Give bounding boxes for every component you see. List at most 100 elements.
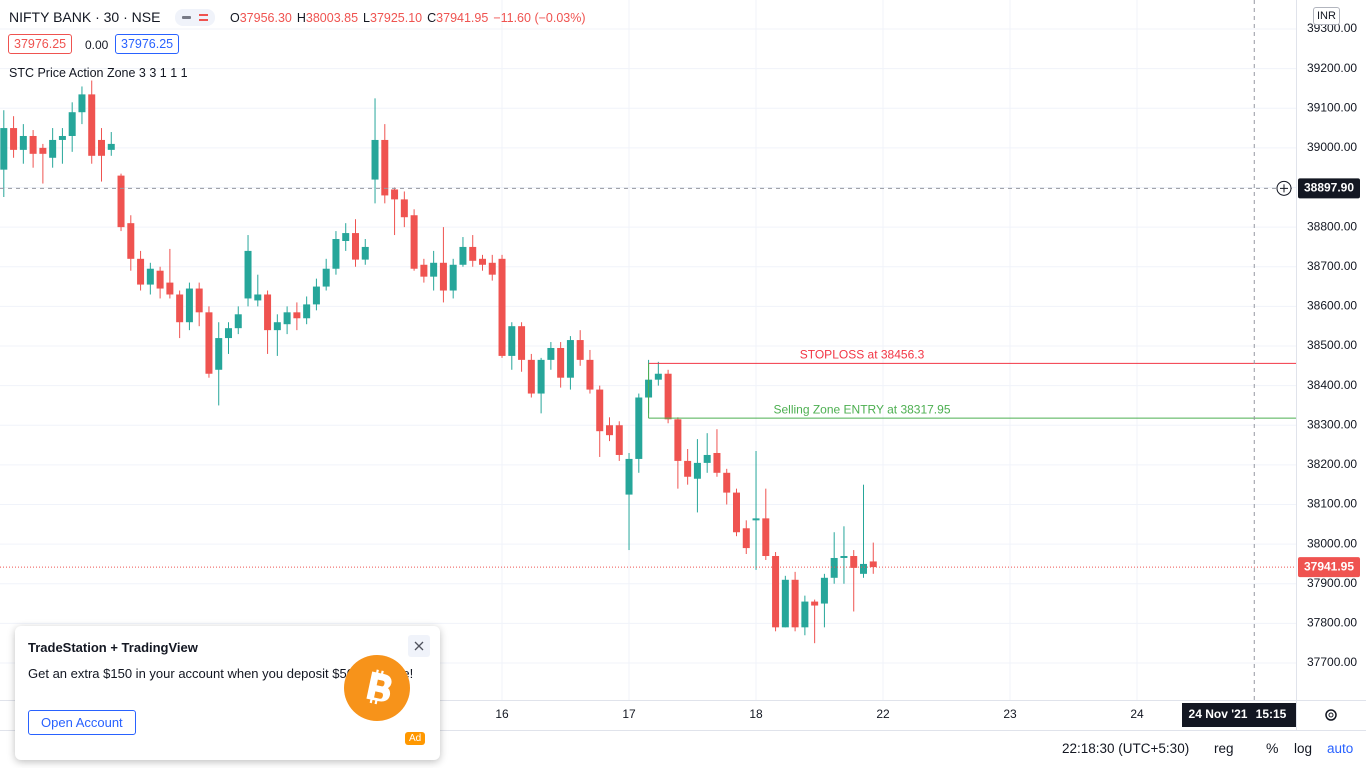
candle-body bbox=[117, 175, 125, 228]
candle-body bbox=[791, 579, 799, 628]
candle-body bbox=[185, 288, 193, 323]
candle-body bbox=[420, 264, 428, 277]
candle-body bbox=[596, 389, 604, 432]
candle-body bbox=[449, 264, 457, 291]
toggle[interactable] bbox=[175, 9, 215, 26]
crosshair-time: 15:15 bbox=[1256, 707, 1287, 721]
y-tick-label: 38200.00 bbox=[1307, 457, 1357, 471]
candle-body bbox=[176, 294, 184, 323]
candle-body bbox=[615, 425, 623, 455]
candle-body bbox=[410, 215, 418, 269]
candle-body bbox=[215, 338, 223, 370]
candle-body bbox=[361, 246, 369, 260]
sell-button[interactable]: 37976.25 bbox=[8, 34, 73, 54]
candle-body bbox=[693, 462, 701, 479]
candle-body bbox=[107, 143, 115, 150]
auto-toggle[interactable]: auto bbox=[1327, 741, 1354, 756]
crosshair-price-tag bbox=[1298, 178, 1360, 199]
candle-body bbox=[273, 322, 281, 331]
candle-body bbox=[576, 340, 584, 360]
candle-body bbox=[742, 528, 750, 549]
candle-body bbox=[772, 556, 780, 628]
candle-body bbox=[869, 561, 877, 568]
candle-body bbox=[283, 312, 291, 325]
candle-body bbox=[439, 262, 447, 291]
candle-body bbox=[557, 347, 565, 378]
candle-body bbox=[391, 189, 399, 200]
crosshair-time-tag bbox=[1182, 703, 1296, 727]
y-tick-label: 38800.00 bbox=[1307, 219, 1357, 233]
candle-body bbox=[254, 294, 262, 301]
y-tick-label: 38100.00 bbox=[1307, 497, 1357, 511]
y-tick-label: 38000.00 bbox=[1307, 536, 1357, 550]
candle-body bbox=[459, 246, 467, 265]
candle-body bbox=[527, 359, 535, 394]
candle-body bbox=[303, 304, 311, 319]
ohlc-label: L bbox=[363, 11, 370, 25]
level-label: STOPLOSS at 38456.3 bbox=[800, 347, 925, 361]
candle-body bbox=[488, 262, 496, 275]
candle-body bbox=[674, 419, 682, 461]
x-tick-label: 24 bbox=[1130, 707, 1144, 721]
candle-body bbox=[156, 270, 164, 289]
last-price-label: 37941.95 bbox=[1304, 559, 1354, 573]
candle-body bbox=[654, 373, 662, 380]
candle-body bbox=[49, 139, 57, 158]
bitcoin-icon bbox=[344, 655, 410, 721]
candle-body bbox=[332, 239, 340, 269]
ad-body: Get an extra $150 in your account when y… bbox=[28, 666, 414, 681]
grid bbox=[0, 0, 1296, 700]
y-tick-label: 38500.00 bbox=[1307, 338, 1357, 352]
y-tick-label: 38400.00 bbox=[1307, 378, 1357, 392]
candle-body bbox=[205, 312, 213, 374]
candle-body bbox=[293, 312, 301, 319]
ohlc-value: 37956.30 bbox=[239, 11, 292, 25]
candle-body bbox=[840, 556, 848, 558]
change: −11.60 (−0.03%) bbox=[493, 11, 586, 25]
buy-button[interactable]: 37976.25 bbox=[115, 34, 180, 54]
candle-body bbox=[478, 258, 486, 265]
ohlc-value: 37941.95 bbox=[436, 11, 489, 25]
candle-body bbox=[723, 472, 731, 493]
indicator: STC Price Action Zone 3 3 1 1 1 bbox=[9, 66, 188, 80]
y-tick-label: 37700.00 bbox=[1307, 655, 1357, 669]
candle-body bbox=[566, 340, 574, 378]
candle-body bbox=[508, 326, 516, 356]
candle-body bbox=[264, 294, 272, 331]
y-tick-label: 37800.00 bbox=[1307, 616, 1357, 630]
candle-body bbox=[713, 452, 721, 473]
settings-icon[interactable] bbox=[1325, 709, 1337, 721]
crosshair-date: 24 Nov '21 bbox=[1189, 707, 1248, 721]
candle-body bbox=[195, 288, 203, 313]
session[interactable]: reg bbox=[1214, 741, 1234, 756]
candle-body bbox=[78, 94, 86, 113]
candle-body bbox=[234, 314, 242, 329]
candle-body bbox=[762, 518, 770, 557]
log-toggle[interactable]: log bbox=[1294, 741, 1313, 756]
candle-body bbox=[684, 460, 692, 477]
ad-close[interactable] bbox=[408, 635, 430, 657]
candle-body bbox=[400, 199, 408, 218]
x-tick-label: 17 bbox=[622, 707, 636, 721]
candle-body bbox=[830, 557, 838, 578]
percent-toggle[interactable]: % bbox=[1266, 740, 1279, 756]
candle-body bbox=[850, 556, 858, 568]
x-tick-label: 22 bbox=[876, 707, 890, 721]
spread: 0.00 bbox=[85, 38, 109, 52]
candle-body bbox=[537, 359, 545, 394]
candle-body bbox=[371, 139, 379, 180]
ohlc-label: H bbox=[296, 11, 306, 25]
candle-body bbox=[127, 223, 135, 259]
candle-body bbox=[469, 246, 477, 261]
candle-body bbox=[58, 135, 66, 140]
candle-body bbox=[859, 563, 867, 574]
currency-button[interactable]: INR bbox=[1313, 7, 1340, 25]
clock[interactable]: 22:18:30 (UTC+5:30) bbox=[1062, 741, 1190, 756]
candle-body bbox=[811, 601, 819, 606]
candle-body bbox=[322, 268, 330, 287]
candle-body bbox=[664, 373, 672, 420]
ad-button[interactable]: Open Account bbox=[28, 710, 136, 735]
candle-body bbox=[625, 458, 633, 495]
y-tick-label: 38700.00 bbox=[1307, 259, 1357, 273]
